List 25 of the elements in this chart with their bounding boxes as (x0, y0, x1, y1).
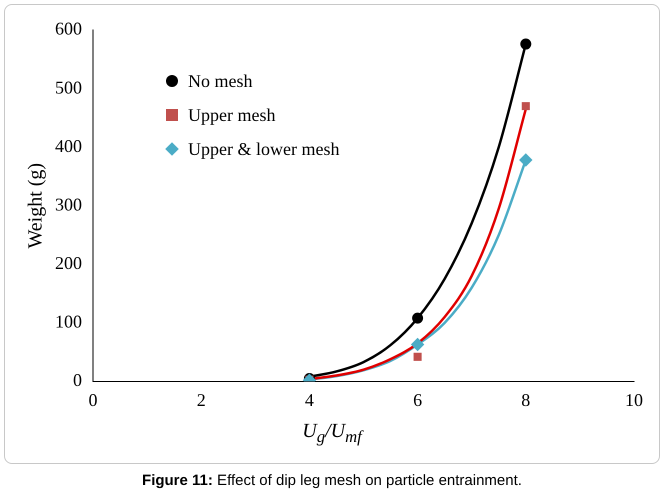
legend-label: Upper mesh (188, 104, 276, 126)
legend-label: Upper & lower mesh (188, 138, 340, 160)
y-tick-label: 400 (55, 136, 82, 156)
y-tick-label: 300 (55, 194, 82, 214)
x-tick-label: 10 (625, 390, 643, 410)
y-axis-title: Weight (g) (24, 162, 46, 248)
point (412, 312, 424, 324)
y-tick-label: 200 (55, 253, 82, 273)
legend-label: No mesh (188, 70, 252, 92)
point (520, 38, 532, 50)
point (411, 338, 424, 352)
x-tick-label: 8 (521, 390, 530, 410)
x-axis-title: U$_{g}$/U$_{mf}$ (301, 420, 365, 447)
x-tick-label: 4 (304, 390, 314, 410)
x-tick-label: 6 (413, 390, 422, 410)
y-tick-label: 0 (73, 370, 82, 390)
y-tick-label: 100 (55, 312, 82, 332)
caption: Figure 11: Effect of dip leg mesh on particle entrainment. (141, 472, 523, 489)
x-tick-label: 0 (88, 390, 98, 410)
y-tick-label: 600 (55, 18, 82, 39)
y-tick-label: 500 (55, 77, 82, 98)
x-tick-label: 2 (196, 390, 206, 410)
point (414, 352, 422, 361)
point (519, 154, 532, 167)
point (522, 102, 530, 110)
